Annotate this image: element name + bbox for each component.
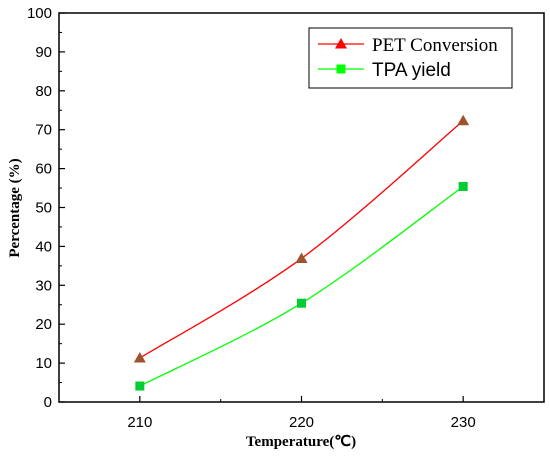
y-tick-label: 0 bbox=[44, 394, 52, 411]
legend-marker bbox=[336, 64, 346, 74]
data-point bbox=[457, 114, 470, 126]
y-tick-label: 90 bbox=[35, 44, 52, 61]
y-tick-label: 60 bbox=[35, 161, 52, 178]
y-axis: 0 10 20 30 40 50 60 70 80 90 100 bbox=[27, 5, 65, 411]
legend: PET Conversion TPA yield bbox=[308, 27, 513, 89]
series-layer bbox=[133, 114, 470, 391]
legend-box bbox=[308, 27, 513, 89]
legend-label: PET Conversion bbox=[372, 35, 498, 56]
data-point bbox=[133, 352, 146, 363]
y-tick-label: 70 bbox=[35, 122, 52, 139]
y-axis-title: Percentage (%) bbox=[7, 158, 23, 257]
y-tick-label: 10 bbox=[35, 355, 52, 372]
data-point bbox=[295, 252, 308, 263]
x-axis: 210 220 230 bbox=[127, 396, 476, 431]
data-point bbox=[135, 381, 145, 391]
data-point bbox=[458, 181, 468, 191]
legend-label: TPA yield bbox=[372, 60, 451, 81]
data-point bbox=[297, 298, 306, 308]
y-tick-label: 30 bbox=[35, 277, 52, 294]
y-tick-label: 40 bbox=[35, 238, 52, 255]
y-tick-label: 100 bbox=[27, 5, 52, 22]
legend-marker bbox=[335, 38, 347, 49]
y-tick-label: 80 bbox=[35, 83, 52, 100]
x-axis-title: Temperature(℃) bbox=[246, 434, 356, 450]
x-tick-label: 230 bbox=[451, 414, 476, 431]
x-tick-label: 220 bbox=[289, 414, 314, 431]
series-1 bbox=[135, 181, 468, 391]
series-0 bbox=[133, 114, 470, 363]
x-tick-label: 210 bbox=[127, 414, 152, 431]
y-tick-label: 20 bbox=[35, 316, 52, 333]
y-tick-label: 50 bbox=[35, 200, 52, 217]
